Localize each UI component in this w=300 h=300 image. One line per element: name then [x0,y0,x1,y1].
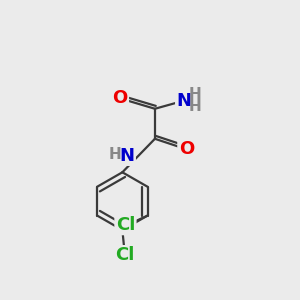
Text: N: N [176,92,191,110]
Text: N: N [119,146,134,164]
Text: O: O [112,89,128,107]
Text: Cl: Cl [115,247,134,265]
Text: H: H [189,99,202,114]
Text: H: H [189,87,202,102]
Text: O: O [179,140,194,158]
Text: H: H [109,147,121,162]
Text: Cl: Cl [116,216,135,234]
